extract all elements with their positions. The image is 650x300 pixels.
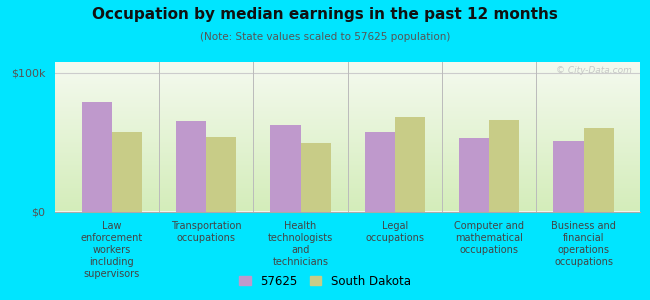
- Text: Occupation by median earnings in the past 12 months: Occupation by median earnings in the pas…: [92, 8, 558, 22]
- Legend: 57625, South Dakota: 57625, South Dakota: [235, 270, 415, 292]
- Text: (Note: State values scaled to 57625 population): (Note: State values scaled to 57625 popu…: [200, 32, 450, 41]
- Bar: [176, 121, 206, 212]
- Bar: [584, 128, 614, 212]
- Bar: [459, 138, 489, 212]
- Bar: [489, 120, 519, 212]
- Bar: [82, 102, 112, 212]
- Bar: [112, 132, 142, 212]
- Bar: [300, 143, 331, 212]
- Bar: [206, 136, 237, 212]
- Bar: [553, 141, 584, 212]
- Bar: [365, 132, 395, 212]
- Text: © City-Data.com: © City-Data.com: [556, 66, 632, 75]
- Bar: [395, 117, 425, 212]
- Bar: [270, 125, 300, 212]
